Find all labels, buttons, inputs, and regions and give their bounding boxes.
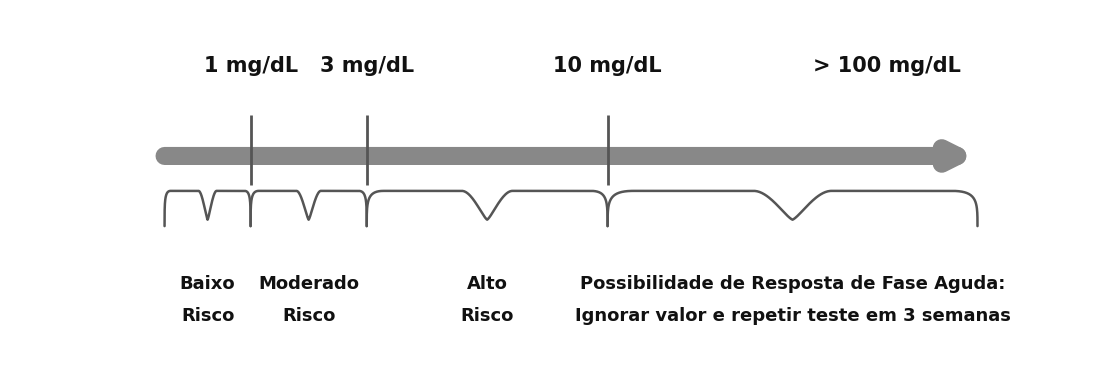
Text: 1 mg/dL: 1 mg/dL [203, 56, 297, 76]
Text: Risco: Risco [461, 307, 514, 325]
Text: Alto: Alto [466, 275, 507, 293]
Text: Possibilidade de Resposta de Fase Aguda:: Possibilidade de Resposta de Fase Aguda: [579, 275, 1006, 293]
Text: Baixo: Baixo [180, 275, 235, 293]
Text: Risco: Risco [181, 307, 234, 325]
Text: 10 mg/dL: 10 mg/dL [553, 56, 662, 76]
Text: > 100 mg/dL: > 100 mg/dL [814, 56, 961, 76]
Text: Ignorar valor e repetir teste em 3 semanas: Ignorar valor e repetir teste em 3 seman… [575, 307, 1010, 325]
Text: Moderado: Moderado [259, 275, 360, 293]
Text: 3 mg/dL: 3 mg/dL [320, 56, 414, 76]
Text: Risco: Risco [282, 307, 335, 325]
